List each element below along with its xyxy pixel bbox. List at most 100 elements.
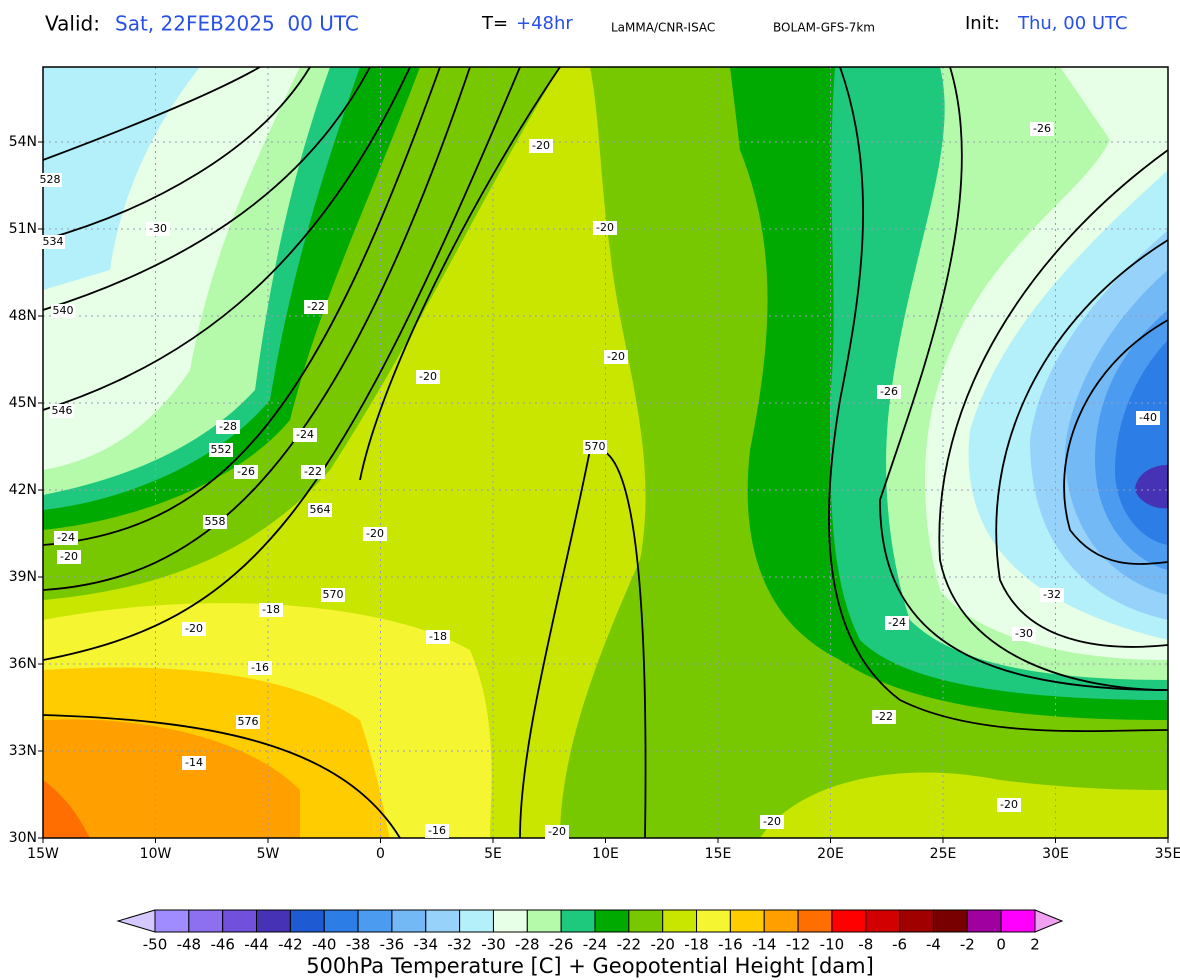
valid-label: Valid: [45,12,100,36]
label-box [425,824,449,838]
temperature-label: -18 [262,603,280,616]
shade [43,719,300,838]
temperature-label: -28 [219,420,237,433]
temperature-label: -22 [304,465,322,478]
label-box [1136,411,1160,425]
lon-label: 5W [257,846,280,862]
colorbar-label: -42 [278,936,303,954]
temperature-label: -26 [237,465,255,478]
label-box [1030,122,1054,136]
lon-label: 0 [376,846,385,862]
lat-label: 45N [9,395,37,411]
contour-labels: -20 -20 -26 -30 -22 -20 -20 -26 -40 -28 -24 -26 -22 -… [38,122,1160,839]
lat-label: 30N [9,830,37,846]
forecast-label: T= [481,13,508,34]
temperature-label: -24 [57,531,75,544]
colorbar-box [425,909,461,933]
colorbar-box [797,909,833,933]
colorbar-box [628,909,664,933]
lon-label: 15W [27,846,59,862]
colorbar-label: -12 [786,936,811,954]
colorbar-label: -48 [177,936,202,954]
colorbar-box [154,909,190,933]
colorbar-box [932,909,968,933]
label-box [1012,627,1036,641]
temperature-label: -18 [429,630,447,643]
colorbar-box [763,909,799,933]
colorbar-label: -34 [414,936,439,954]
temperature-label: -40 [1139,411,1157,424]
lon-label: 10E [592,846,619,862]
height-label: 564 [310,503,331,516]
label-box [146,222,170,236]
colorbar-box [899,909,934,933]
colorbar-box [696,909,731,933]
colorbar: -50 -48 -46 -44 -42 -40 -38 -36 -34 -32 -30 -28 -26-… [116,909,1064,954]
temperature-label: -16 [251,661,269,674]
label-box [604,350,628,364]
label-box [293,428,317,442]
forecast-value: +48hr [516,13,573,34]
label-box [182,622,206,636]
lat-label: 48N [9,308,37,324]
lat-label: 54N [9,134,37,150]
label-box [301,465,325,479]
colorbar-label: -44 [244,936,269,954]
label-box [57,550,81,564]
colorbar-title: 500hPa Temperature [C] + Geopotential He… [306,954,874,978]
temperature-label: -24 [296,428,314,441]
source: LaMMA/CNR-ISAC [611,21,715,35]
label-box [877,385,901,399]
label-box [363,527,387,541]
label-box [54,531,78,545]
colorbar-label: -46 [210,936,235,954]
colorbar-label: -18 [684,936,709,954]
map-field [43,67,1168,838]
temperature-label: -20 [366,527,384,540]
temperature-label: -26 [880,385,898,398]
colorbar-label: -20 [650,936,675,954]
temperature-label: -20 [763,815,781,828]
label-box [50,404,74,418]
colorbar-box [357,909,393,933]
colorbar-label: -30 [481,936,506,954]
temperature-label: -20 [596,221,614,234]
label-box [321,588,345,602]
temperature-label: -20 [1000,798,1018,811]
colorbar-label: -36 [380,936,405,954]
shade [43,780,90,838]
model: BOLAM-GFS-7km [773,21,875,35]
temperature-label: -20 [607,350,625,363]
colorbar-label: -10 [820,936,845,954]
label-box [209,443,233,457]
label-box [248,661,272,675]
colorbar-box [323,909,359,933]
lat-label: 51N [9,221,37,237]
label-box [593,221,617,235]
temperature-label: -20 [185,622,203,635]
colorbar-label: -22 [617,936,642,954]
colorbar-box [222,909,258,933]
colorbar-label: -4 [926,936,941,954]
temperature-label: -14 [185,756,203,769]
init-value: Thu, 00 UTC [1017,13,1128,34]
colorbar-box [865,909,901,933]
init-label: Init: [965,13,1000,34]
colorbar-box [459,909,494,933]
colorbar-box [256,909,291,933]
label-box [885,616,909,630]
colorbar-box [188,909,224,933]
label-box [997,798,1021,812]
label-box [545,825,569,839]
lat-label: 39N [9,569,37,585]
colorbar-triangle [1034,909,1064,933]
lon-label: 5E [484,846,502,862]
lat-label: 33N [9,743,37,759]
colorbar-box [391,909,427,933]
colorbar-label: -14 [752,936,777,954]
temperature-label: -26 [1033,122,1051,135]
label-box [760,815,784,829]
colorbar-box [831,909,867,933]
temperature-label: -30 [149,222,167,235]
